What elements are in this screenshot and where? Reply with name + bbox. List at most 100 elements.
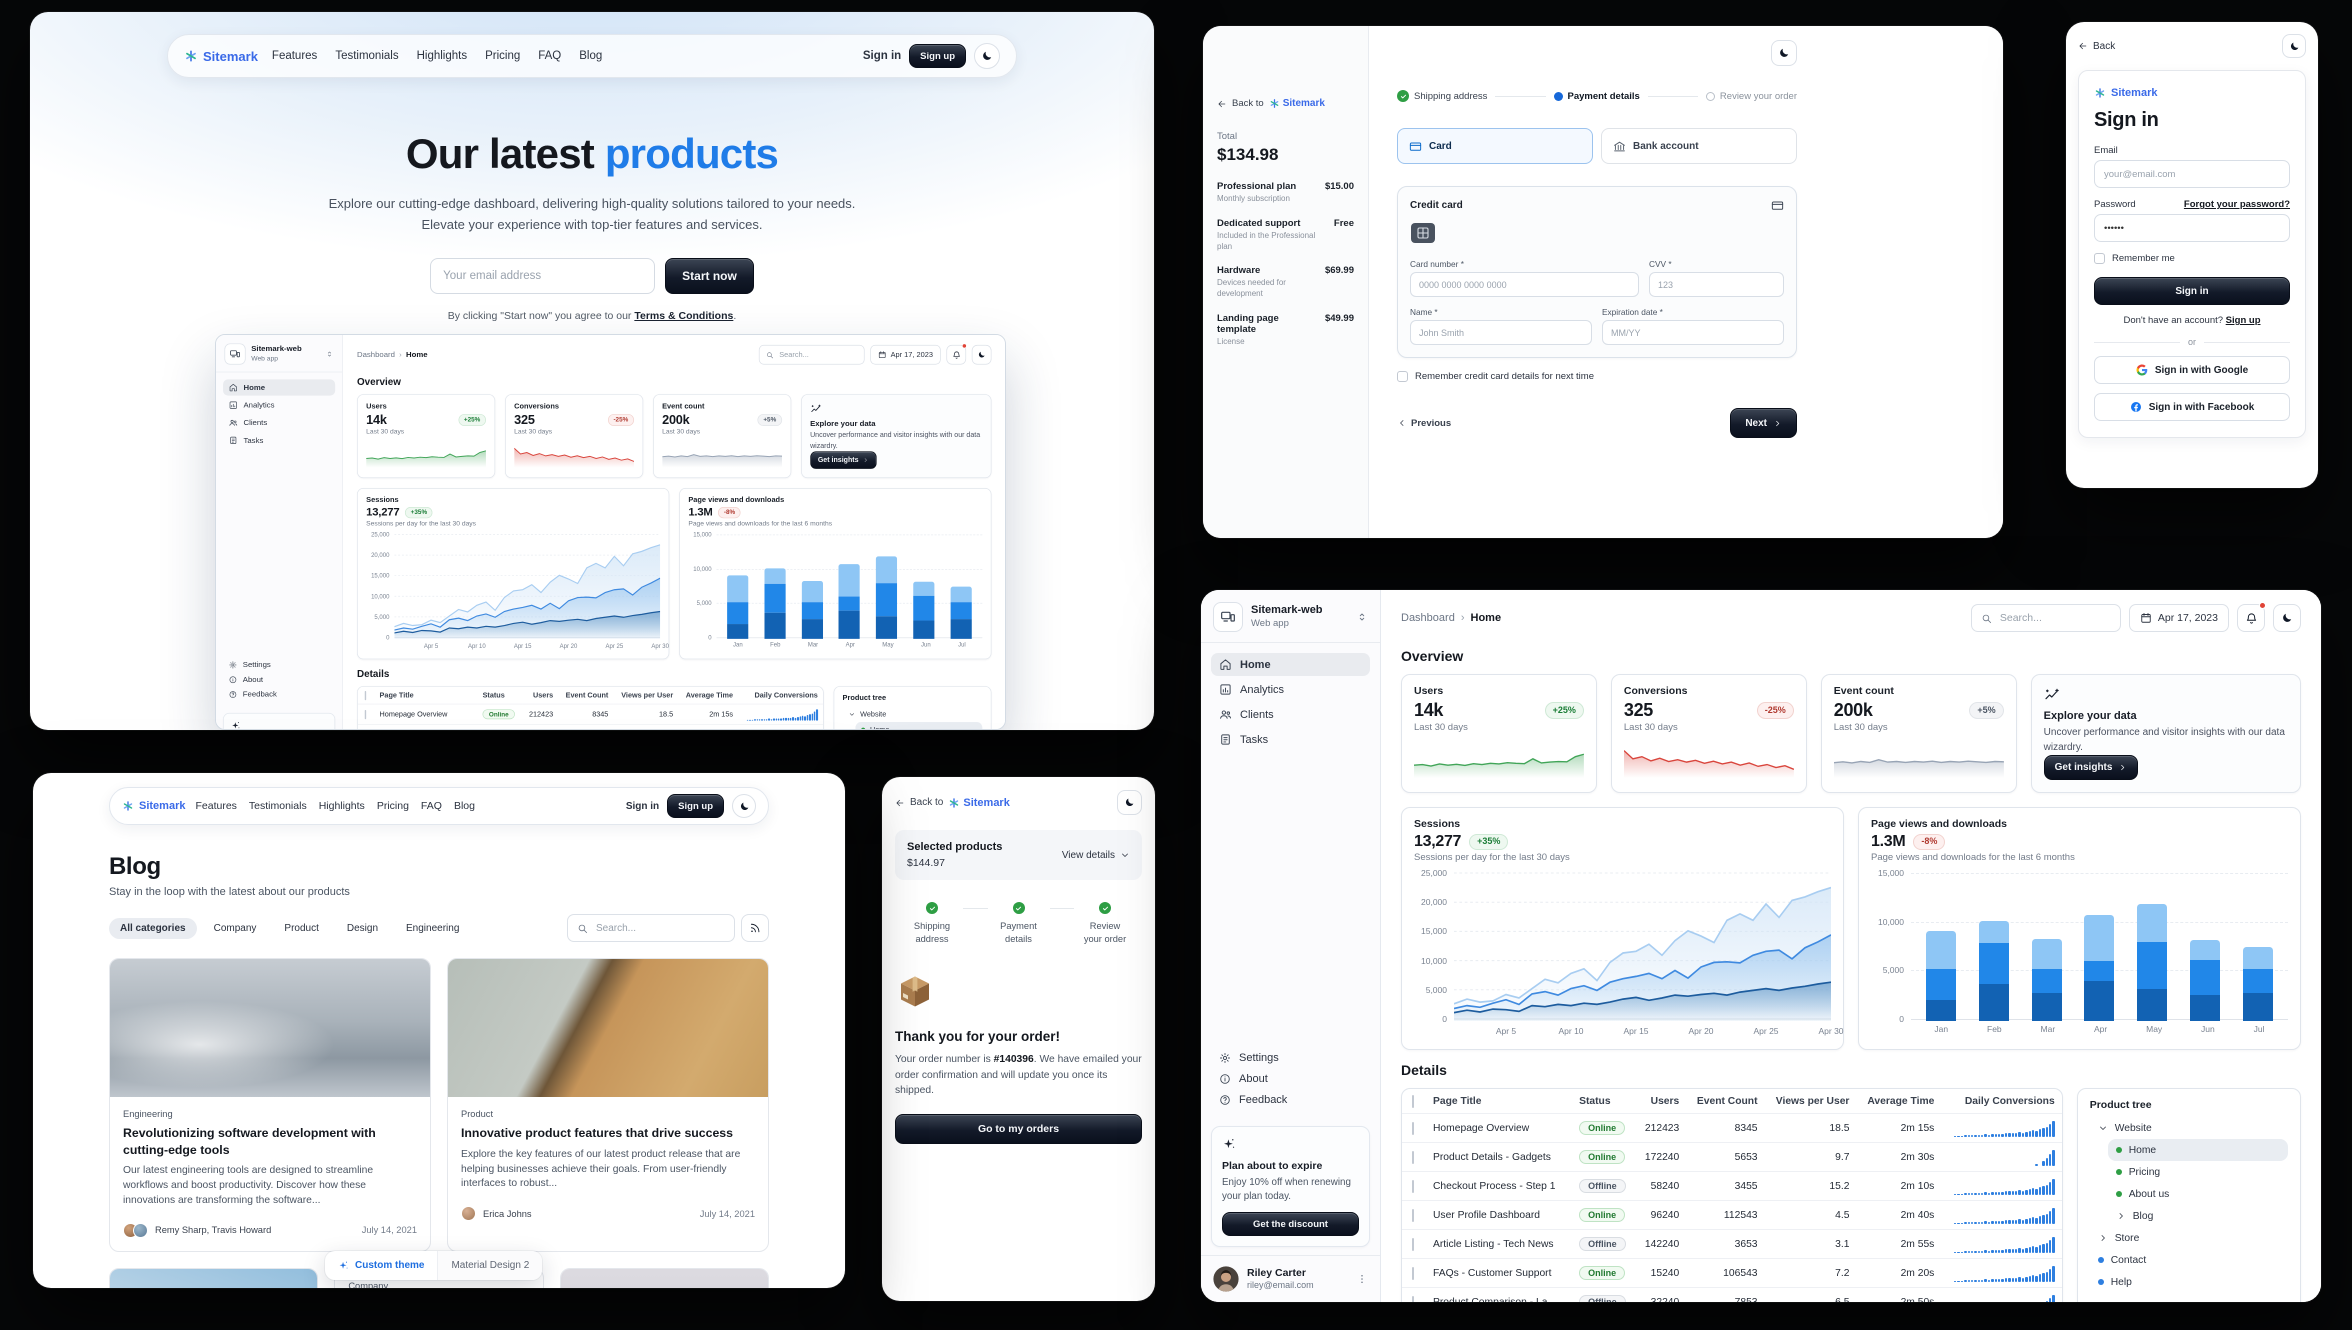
sidebar-item-about[interactable]: About	[223, 673, 335, 686]
nav-link-blog[interactable]: Blog	[579, 50, 603, 62]
get-insights-button[interactable]: Get insights	[810, 451, 877, 469]
checkbox-icon[interactable]	[1412, 1150, 1414, 1164]
checkbox-icon[interactable]	[1412, 1121, 1414, 1135]
blog-card[interactable]	[559, 1267, 769, 1288]
table-row[interactable]: User Profile Dashboard Online 96240 112543 4…	[1402, 1200, 2062, 1230]
tree-item-home[interactable]: Home	[2107, 1139, 2288, 1161]
back-button[interactable]: Back	[2078, 41, 2115, 52]
back-link[interactable]: Back to Sitemark	[895, 797, 1010, 809]
sidebar-item-clients[interactable]: Clients	[1211, 703, 1370, 726]
table-row[interactable]: Product Details - GadgetsOnline172240565…	[357, 724, 823, 729]
date-picker-button[interactable]: Apr 17, 2023	[2128, 604, 2229, 632]
theme-toggle-button[interactable]	[1117, 790, 1142, 815]
previous-button[interactable]: Previous	[1397, 418, 1451, 429]
table-row[interactable]: Homepage Overview Online 212423 8345 18.5 2m …	[1402, 1113, 2062, 1143]
cvv-input[interactable]	[1649, 272, 1784, 297]
custom-theme-toggle[interactable]: Custom theme	[325, 1251, 437, 1280]
nav-link-pricing[interactable]: Pricing	[376, 800, 409, 812]
sidebar-item-tasks[interactable]: Tasks	[223, 432, 335, 448]
email-input[interactable]	[430, 257, 656, 294]
nav-link-pricing[interactable]: Pricing	[485, 50, 521, 62]
view-details-button[interactable]: View details	[1062, 850, 1130, 861]
go-to-orders-button[interactable]: Go to my orders	[895, 1114, 1142, 1145]
category-chip-engineering[interactable]: Engineering	[406, 922, 460, 934]
tree-item-pricing[interactable]: Pricing	[2108, 1161, 2288, 1183]
tree-item-website[interactable]: Website	[843, 707, 983, 723]
table-row[interactable]: FAQs - Customer Support Online 15240 106543…	[1402, 1258, 2062, 1288]
theme-toggle-button[interactable]	[2282, 34, 2306, 58]
workspace-selector[interactable]: Sitemark-web Web app	[1213, 602, 1368, 632]
date-picker-button[interactable]: Apr 17, 2023	[870, 344, 941, 365]
table-row[interactable]: Homepage Overview Online 212423 8345 18.5 2m …	[357, 703, 823, 725]
back-link[interactable]: Back to Sitemark	[1217, 98, 1354, 109]
tree-item-help[interactable]: Help	[2090, 1271, 2288, 1293]
user-menu[interactable]: Riley Carter riley@email.com	[1201, 1255, 1380, 1302]
breadcrumb-dashboard[interactable]: Dashboard	[357, 350, 395, 359]
category-chip-design[interactable]: Design	[346, 922, 379, 934]
theme-toggle-button[interactable]	[1771, 40, 1797, 66]
notifications-button[interactable]	[2237, 602, 2266, 632]
remember-card-checkbox[interactable]: Remember credit card details for next ti…	[1397, 371, 1797, 382]
sign-in-submit-button[interactable]: Sign in	[2094, 277, 2290, 305]
sidebar-item-analytics[interactable]: Analytics	[1211, 678, 1370, 701]
sitemark-logo[interactable]: Sitemark	[122, 800, 185, 812]
checkbox-icon[interactable]	[1412, 1094, 1414, 1108]
card-number-input[interactable]	[1410, 272, 1639, 297]
facebook-signin-button[interactable]: Sign in with Facebook	[2094, 393, 2290, 421]
tree-item-website[interactable]: Website	[2090, 1117, 2288, 1139]
sign-up-button[interactable]: Sign up	[909, 44, 966, 68]
notifications-button[interactable]	[946, 343, 967, 365]
nav-link-blog[interactable]: Blog	[453, 800, 475, 812]
email-field[interactable]	[2094, 160, 2290, 188]
checkbox-icon[interactable]	[1412, 1179, 1414, 1193]
category-chip-product[interactable]: Product	[284, 922, 319, 934]
table-row[interactable]: Checkout Process - Step 1 Offline 58240 345…	[1402, 1171, 2062, 1201]
tree-item-contact[interactable]: Contact	[2090, 1249, 2288, 1271]
blog-card[interactable]	[109, 1267, 319, 1288]
checkbox-icon[interactable]	[1412, 1237, 1414, 1251]
get-insights-button[interactable]: Get insights	[2043, 755, 2139, 780]
category-chip-all-categories[interactable]: All categories	[109, 917, 197, 939]
checkbox-icon[interactable]	[1412, 1266, 1414, 1280]
table-row[interactable]: Product Comparison - La... Offline 32240 78…	[1402, 1287, 2062, 1302]
sign-in-link[interactable]: Sign in	[862, 50, 902, 62]
sidebar-item-analytics[interactable]: Analytics	[223, 397, 335, 413]
checkbox-icon[interactable]	[364, 690, 367, 700]
kebab-icon[interactable]	[1356, 1273, 1368, 1285]
nav-link-faq[interactable]: FAQ	[538, 50, 562, 62]
theme-toggle-button[interactable]	[974, 43, 1000, 69]
sidebar-item-about[interactable]: About	[1211, 1070, 1370, 1089]
tree-item-home[interactable]: Home	[855, 722, 983, 729]
nav-link-highlights[interactable]: Highlights	[416, 50, 468, 62]
nav-link-faq[interactable]: FAQ	[420, 800, 442, 812]
tree-item-about-us[interactable]: About us	[2108, 1183, 2288, 1205]
password-field[interactable]	[2094, 214, 2290, 242]
sidebar-item-home[interactable]: Home	[223, 379, 336, 396]
checkbox-icon[interactable]	[364, 709, 367, 719]
material-design-toggle[interactable]: Material Design 2	[437, 1251, 543, 1280]
workspace-selector[interactable]: Sitemark-web Web app	[224, 343, 333, 365]
cardholder-name-input[interactable]	[1410, 320, 1592, 345]
sidebar-item-settings[interactable]: Settings	[223, 658, 335, 671]
sidebar-item-tasks[interactable]: Tasks	[1211, 728, 1370, 751]
sitemark-logo[interactable]: Sitemark	[184, 49, 258, 64]
theme-toggle-button[interactable]	[971, 344, 992, 365]
checkbox-icon[interactable]	[1412, 1208, 1414, 1222]
blog-card[interactable]: Engineering Revolutionizing software deve…	[109, 958, 431, 1252]
remember-me-checkbox[interactable]: Remember me	[2094, 253, 2290, 264]
terms-link[interactable]: Terms & Conditions	[634, 309, 734, 322]
nav-link-highlights[interactable]: Highlights	[318, 800, 365, 812]
next-button[interactable]: Next	[1730, 408, 1797, 438]
search-input[interactable]	[758, 344, 865, 365]
nav-link-features[interactable]: Features	[271, 50, 318, 62]
tree-item-store[interactable]: Store	[2090, 1227, 2288, 1249]
expiration-date-input[interactable]	[1602, 320, 1784, 345]
sidebar-item-feedback[interactable]: Feedback	[1211, 1091, 1370, 1110]
rss-button[interactable]	[741, 914, 769, 942]
breadcrumb-dashboard[interactable]: Dashboard	[1401, 612, 1455, 624]
blog-card[interactable]: Product Innovative product features that …	[447, 958, 769, 1252]
sidebar-item-settings[interactable]: Settings	[1211, 1049, 1370, 1068]
checkbox-icon[interactable]	[1412, 1295, 1414, 1302]
nav-link-testimonials[interactable]: Testimonials	[335, 50, 399, 62]
search-input[interactable]	[1970, 604, 2121, 632]
